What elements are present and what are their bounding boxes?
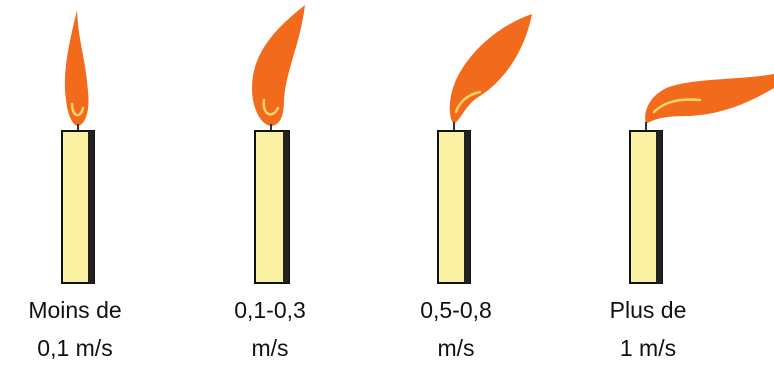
speed-label: 1 m/s: [620, 335, 676, 361]
flame: [645, 74, 774, 124]
speed-label: m/s: [437, 335, 474, 361]
candle-shade: [88, 131, 94, 283]
candle: [438, 14, 532, 283]
candle-shade: [656, 131, 662, 283]
candle: [630, 74, 774, 283]
candle: [252, 5, 305, 283]
candle: [62, 10, 94, 283]
speed-label: m/s: [251, 335, 288, 361]
diagram: Moins de 0,1 m/s 0,1-0,3 m/s 0,5-0,8 m/s…: [0, 0, 774, 365]
flame: [450, 14, 532, 124]
speed-label: 0,5-0,8: [420, 297, 492, 323]
flame: [65, 10, 89, 126]
speed-label: Moins de: [28, 297, 121, 323]
speed-label: 0,1-0,3: [234, 297, 306, 323]
candle-shade: [283, 131, 289, 283]
candle-shade: [464, 131, 470, 283]
speed-label: Plus de: [610, 297, 687, 323]
speed-label: 0,1 m/s: [37, 335, 112, 361]
